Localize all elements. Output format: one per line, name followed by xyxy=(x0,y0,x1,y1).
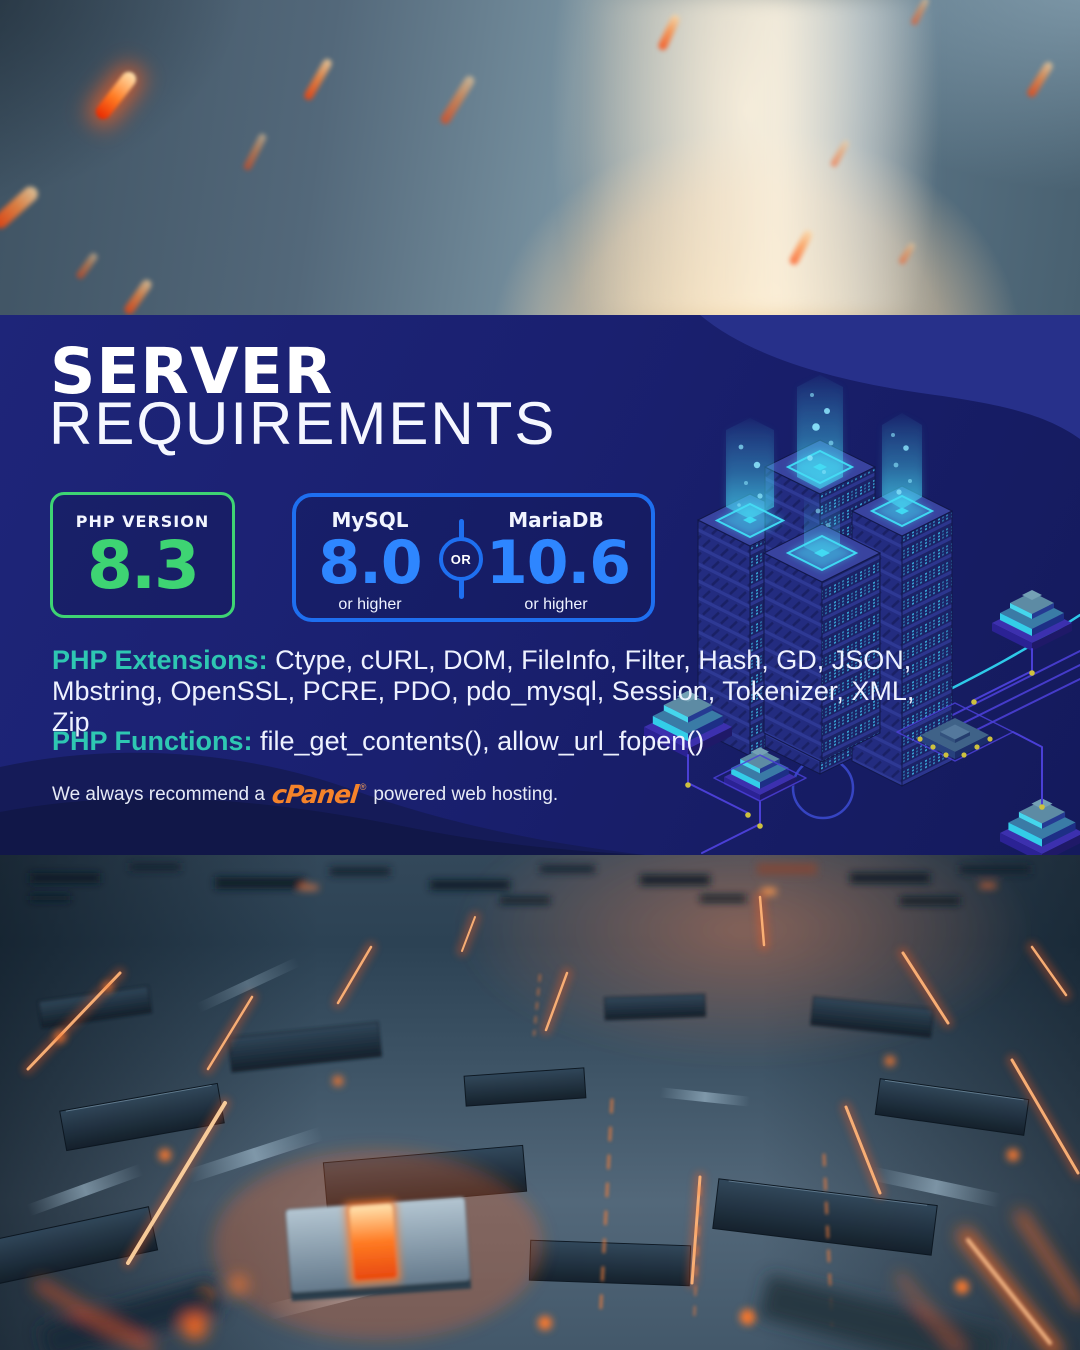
title-line-1: SERVER xyxy=(50,335,334,408)
mariadb-qualifier: or higher xyxy=(524,596,588,613)
database-card: MySQL 8.0 or higher OR MariaDB 10.6 or h… xyxy=(292,493,655,622)
spark xyxy=(1025,60,1055,99)
title-line-2: REQUIREMENTS xyxy=(49,390,557,457)
light-beams xyxy=(726,375,922,556)
spark xyxy=(242,132,268,172)
glow-traces xyxy=(22,891,1080,1327)
mariadb-version: 10.6 xyxy=(486,528,631,598)
recommendation-suffix: powered web hosting. xyxy=(373,783,559,805)
mysql-version: 8.0 xyxy=(318,528,422,598)
php-extensions-row: PHP Extensions: Ctype, cURL, DOM, FileIn… xyxy=(52,645,942,738)
php-functions-value: file_get_contents(), allow_url_fopen() xyxy=(260,726,705,756)
connector-dots xyxy=(685,670,1045,829)
spark xyxy=(74,251,100,281)
registered-mark: ® xyxy=(359,782,367,792)
tower xyxy=(762,523,882,763)
recommendation-row: We always recommend a cPanel ® powered w… xyxy=(52,780,558,809)
requirements-banner: SERVER REQUIREMENTS PHP VERSION 8.3 MySQ… xyxy=(0,315,1080,855)
mysql-qualifier: or higher xyxy=(338,596,402,613)
spark xyxy=(92,68,140,123)
php-functions-label: PHP Functions: xyxy=(52,726,253,756)
horizon-chips xyxy=(30,863,1030,905)
mariadb-name: MariaDB xyxy=(508,508,604,532)
mariadb-column: MariaDB 10.6 or higher xyxy=(486,508,631,614)
php-version-label: PHP VERSION xyxy=(75,512,210,531)
php-version-value: 8.3 xyxy=(87,527,200,604)
spark xyxy=(122,277,154,315)
foreground-bokeh xyxy=(34,1210,1080,1350)
mysql-column: MySQL 8.0 or higher xyxy=(300,508,440,614)
php-version-card: PHP VERSION 8.3 xyxy=(50,492,235,618)
swirl-shape xyxy=(0,752,645,855)
server-illustration xyxy=(0,315,1080,855)
light-beam-glow xyxy=(585,0,935,315)
php-functions-row: PHP Functions: file_get_contents(), allo… xyxy=(52,726,942,757)
cpanel-logo: cPanel xyxy=(270,780,360,809)
php-extensions-value: Ctype, cURL, DOM, FileInfo, Filter, Hash… xyxy=(52,645,915,737)
spark xyxy=(0,183,41,232)
circuit-board-photo xyxy=(0,855,1080,1350)
spark xyxy=(302,57,334,102)
big-glowing-chip xyxy=(213,1150,543,1340)
chip-stack xyxy=(992,590,1072,651)
spark xyxy=(438,74,477,126)
beam-bubbles xyxy=(737,393,912,527)
mysql-name: MySQL xyxy=(331,508,409,532)
hero-photo-sparks xyxy=(0,0,1080,315)
recommendation-prefix: We always recommend a xyxy=(52,783,265,805)
php-extensions-label: PHP Extensions: xyxy=(52,645,268,675)
server-towers xyxy=(696,439,954,787)
or-badge: OR xyxy=(439,537,483,581)
wave-shape xyxy=(700,315,1080,439)
